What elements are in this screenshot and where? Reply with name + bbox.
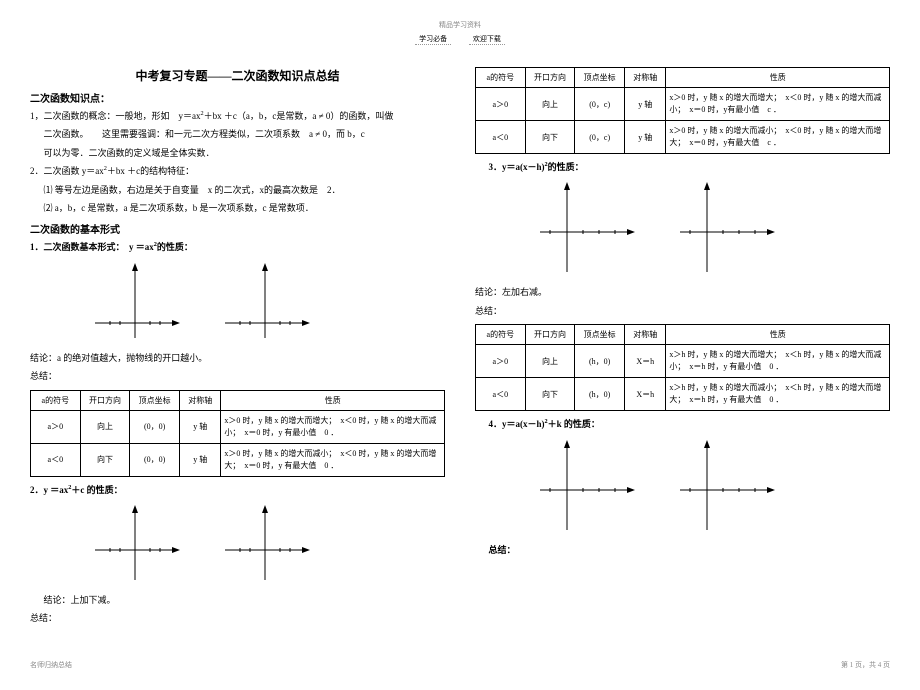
t3-h1: a的符号 <box>476 325 526 345</box>
t1-r1c3: (0，0) <box>130 410 180 443</box>
axes-graph-icon <box>90 263 180 343</box>
t3-r2c2: 向下 <box>525 378 575 411</box>
t3-h4: 对称轴 <box>625 325 666 345</box>
t2-r2c3: (0，c) <box>575 121 625 154</box>
t1-r1c2: 向上 <box>80 410 130 443</box>
axes-graph-icon <box>535 440 635 535</box>
t2-h1: a的符号 <box>476 68 526 88</box>
t2-r2c4: y 轴 <box>625 121 666 154</box>
t1-r2c5: x＞0 时，y 随 x 的增大而减小； x＜0 时，y 随 x 的增大而增大； … <box>221 443 445 476</box>
t3-r1c5: x＞h 时，y 随 x 的增大而增大； x＜h 时，y 随 x 的增大而减小； … <box>666 345 890 378</box>
t1-h3: 顶点坐标 <box>130 390 180 410</box>
s1-p2: 2．二次函数 y＝ax2＋bx ＋c的结构特征： <box>30 164 445 178</box>
s1-p1-cont: 二次函数。 这里需要强调：和一元二次方程类似，二次项系数 a ≠ 0，而 b，c <box>30 127 445 141</box>
t1-r2c1: a＜0 <box>31 443 81 476</box>
left-column: 中考复习专题——二次函数知识点总结 二次函数知识点： 1，二次函数的概念：一般地… <box>30 61 445 630</box>
s1-li2: ⑵ a，b，c 是常数，a 是二次项系数，b 是一次项系数，c 是常数项． <box>30 201 445 215</box>
table-3: a的符号 开口方向 顶点坐标 对称轴 性质 a＞0 向上 (h，0) X＝h x… <box>475 324 890 411</box>
section1-heading: 二次函数知识点： <box>30 90 445 105</box>
t1-r2c4: y 轴 <box>180 443 221 476</box>
sub-right: 欢迎下载 <box>469 34 505 45</box>
footer-right: 第 1 页，共 4 页 <box>841 660 890 670</box>
axes-graph-icon <box>675 182 775 277</box>
s2-p2: 2．y ＝ax2＋c 的性质： <box>30 483 445 497</box>
t2-r2c5: x＞0 时，y 随 x 的增大而减小； x＜0 时，y 随 x 的增大而增大； … <box>666 121 890 154</box>
t3-r1c2: 向上 <box>525 345 575 378</box>
t2-r2c2: 向下 <box>525 121 575 154</box>
sum4: 总结： <box>475 543 890 557</box>
t1-r2c3: (0，0) <box>130 443 180 476</box>
t1-h4: 对称轴 <box>180 390 221 410</box>
axes-graph-icon <box>675 440 775 535</box>
main-title: 中考复习专题——二次函数知识点总结 <box>30 67 445 84</box>
t3-r2c3: (h，0) <box>575 378 625 411</box>
t3-r1c4: X＝h <box>625 345 666 378</box>
graph-pair-1 <box>90 263 445 343</box>
s1-p1-cont2: 可以为零．二次函数的定义域是全体实数． <box>30 146 445 160</box>
t2-r1c3: (0，c) <box>575 88 625 121</box>
t1-h5: 性质 <box>221 390 445 410</box>
t2-h2: 开口方向 <box>525 68 575 88</box>
s1-li1: ⑴ 等号左边是函数，右边是关于自变量 x 的二次式，x的最高次数是 2． <box>30 183 445 197</box>
t2-r1c4: y 轴 <box>625 88 666 121</box>
conc2: 结论：上加下减。 <box>30 593 445 607</box>
t2-r1c5: x＞0 时，y 随 x 的增大而增大； x＜0 时，y 随 x 的增大而减小； … <box>666 88 890 121</box>
axes-graph-icon <box>220 263 310 343</box>
t2-r2c1: a＜0 <box>476 121 526 154</box>
t3-r2c5: x＞h 时，y 随 x 的增大而减小； x＜h 时，y 随 x 的增大而增大； … <box>666 378 890 411</box>
graph-pair-2 <box>90 505 445 585</box>
table-1: a的符号 开口方向 顶点坐标 对称轴 性质 a＞0 向上 (0，0) y 轴 x… <box>30 390 445 477</box>
page-footer: 名师归纳总结 第 1 页，共 4 页 <box>30 660 890 670</box>
t3-h3: 顶点坐标 <box>575 325 625 345</box>
t3-r1c3: (h，0) <box>575 345 625 378</box>
s1-p1: 1，二次函数的概念：一般地，形如 y＝ax2＋bx ＋c（a，b，c是常数，a … <box>30 109 445 123</box>
s4-p: 4．y＝a(x－h)2＋k 的性质： <box>475 417 890 431</box>
sum1: 总结： <box>30 369 445 383</box>
conc1: 结论：a 的绝对值越大，抛物线的开口越小。 <box>30 351 445 365</box>
footer-left: 名师归纳总结 <box>30 660 72 670</box>
t2-h3: 顶点坐标 <box>575 68 625 88</box>
t1-h1: a的符号 <box>31 390 81 410</box>
t3-h5: 性质 <box>666 325 890 345</box>
axes-graph-icon <box>90 505 180 585</box>
t3-r1c1: a＞0 <box>476 345 526 378</box>
section2-heading: 二次函数的基本形式 <box>30 221 445 236</box>
t1-h2: 开口方向 <box>80 390 130 410</box>
sum3: 总结： <box>475 304 890 318</box>
graph-pair-4 <box>535 440 890 535</box>
graph-pair-3 <box>535 182 890 277</box>
sub-left: 学习必备 <box>415 34 451 45</box>
t2-r1c1: a＞0 <box>476 88 526 121</box>
t1-r2c2: 向下 <box>80 443 130 476</box>
conc3: 结论：左加右减。 <box>475 285 890 299</box>
right-column: a的符号 开口方向 顶点坐标 对称轴 性质 a＞0 向上 (0，c) y 轴 x… <box>475 61 890 630</box>
axes-graph-icon <box>220 505 310 585</box>
t1-r1c1: a＞0 <box>31 410 81 443</box>
doc-sub-header: 学习必备 欢迎下载 <box>30 34 890 45</box>
t2-h5: 性质 <box>666 68 890 88</box>
doc-top-header: 精品学习资料 <box>30 20 890 30</box>
s3-p: 3．y＝a(x－h)2的性质： <box>475 160 890 174</box>
t2-r1c2: 向上 <box>525 88 575 121</box>
s2-p1: 1．二次函数基本形式： y ＝ax2的性质： <box>30 240 445 254</box>
t3-r2c4: X＝h <box>625 378 666 411</box>
table-2: a的符号 开口方向 顶点坐标 对称轴 性质 a＞0 向上 (0，c) y 轴 x… <box>475 67 890 154</box>
t1-r1c4: y 轴 <box>180 410 221 443</box>
t2-h4: 对称轴 <box>625 68 666 88</box>
sum2: 总结： <box>30 611 445 625</box>
t3-h2: 开口方向 <box>525 325 575 345</box>
t3-r2c1: a＜0 <box>476 378 526 411</box>
axes-graph-icon <box>535 182 635 277</box>
t1-r1c5: x＞0 时，y 随 x 的增大而增大； x＜0 时，y 随 x 的增大而减小； … <box>221 410 445 443</box>
